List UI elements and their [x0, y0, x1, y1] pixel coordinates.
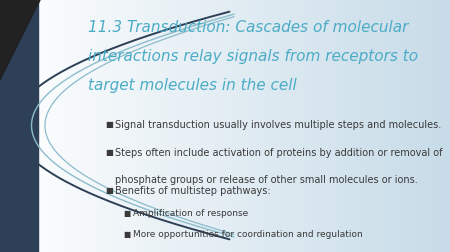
Text: Benefits of multistep pathways:: Benefits of multistep pathways:: [115, 185, 270, 195]
Text: ■: ■: [124, 208, 131, 217]
Bar: [0, 0, 38, 252]
Text: Steps often include activation of proteins by addition or removal of: Steps often include activation of protei…: [115, 147, 442, 158]
Text: More opportunities for coordination and regulation: More opportunities for coordination and …: [133, 229, 363, 238]
Text: ■: ■: [106, 147, 113, 156]
Text: ■: ■: [106, 120, 113, 129]
Text: ■: ■: [106, 185, 113, 194]
Text: 11.3 Transduction: Cascades of molecular: 11.3 Transduction: Cascades of molecular: [88, 20, 408, 35]
Text: interactions relay signals from receptors to: interactions relay signals from receptor…: [88, 49, 418, 64]
Text: Signal transduction usually involves multiple steps and molecules.: Signal transduction usually involves mul…: [115, 120, 441, 130]
Text: ■: ■: [124, 229, 131, 238]
Polygon shape: [0, 0, 40, 81]
Text: target molecules in the cell: target molecules in the cell: [88, 78, 297, 93]
Text: phosphate groups or release of other small molecules or ions.: phosphate groups or release of other sma…: [115, 174, 418, 184]
Text: Amplification of response: Amplification of response: [133, 208, 248, 217]
